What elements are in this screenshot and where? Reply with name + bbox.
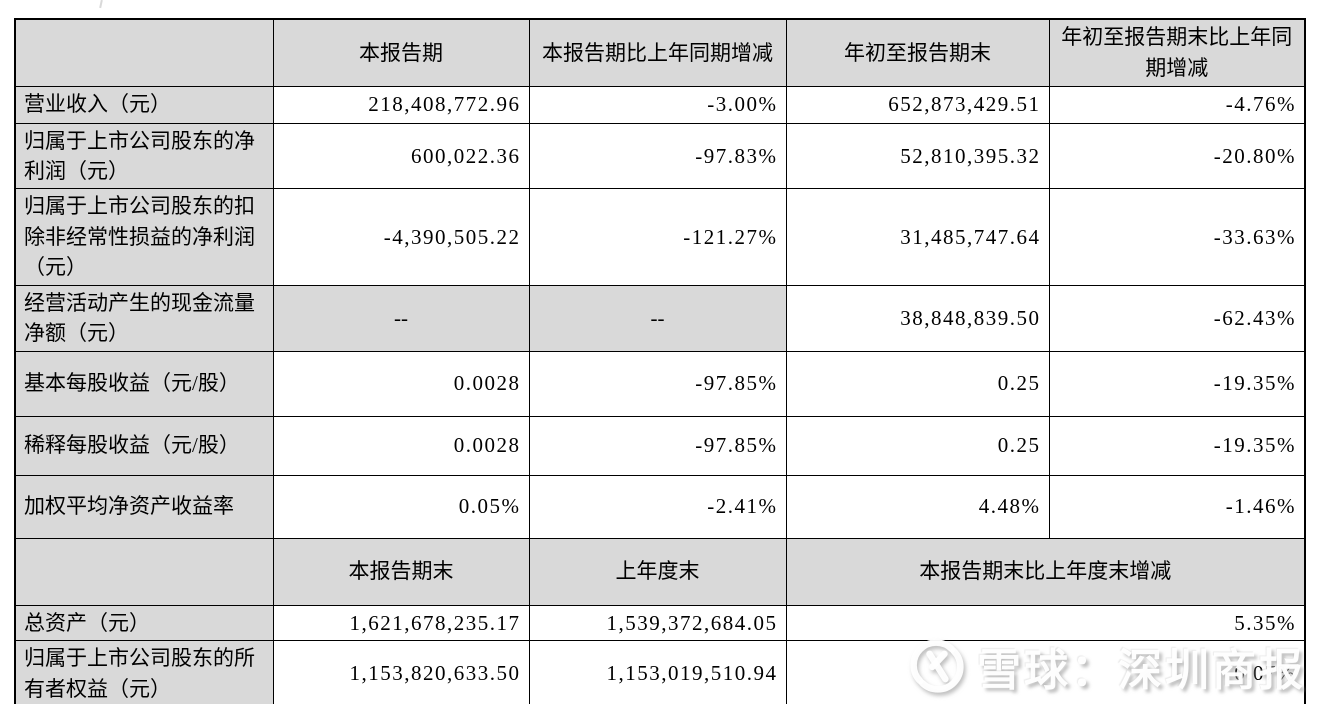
value-cell: 652,873,429.51	[785, 85, 1050, 124]
value-cell: -97.85%	[528, 415, 787, 476]
table-row: 总资产（元） 1,621,678,235.17 1,539,372,684.05…	[14, 604, 1306, 642]
value-cell: -19.35%	[1048, 350, 1306, 417]
value-cell: -20.80%	[1048, 122, 1306, 190]
value-cell: -62.43%	[1048, 284, 1306, 352]
col-header-ytd-yoy-change: 年初至报告期末比上年同期增减	[1048, 18, 1306, 87]
value-cell: 0.25	[785, 415, 1050, 476]
value-cell: 218,408,772.96	[272, 85, 530, 124]
row-label-cell: 经营活动产生的现金流量净额（元）	[14, 284, 274, 352]
table-row: 稀释每股收益（元/股） 0.0028 -97.85% 0.25 -19.35%	[14, 415, 1306, 476]
table-row: 基本每股收益（元/股） 0.0028 -97.85% 0.25 -19.35%	[14, 350, 1306, 417]
row-label-cell: 总资产（元）	[14, 604, 274, 642]
corner-empty-cell	[14, 18, 274, 87]
col-header-change-vs-prev-year-end: 本报告期末比上年度末增减	[785, 537, 1306, 606]
value-cell: 1,153,820,633.50	[272, 640, 530, 704]
row-label-cell: 加权平均净资产收益率	[14, 474, 274, 539]
col-header-period-end: 本报告期末	[272, 537, 530, 606]
value-cell: 0.05%	[272, 474, 530, 539]
table-row: 加权平均净资产收益率 0.05% -2.41% 4.48% -1.46%	[14, 474, 1306, 539]
section2-header-row: 本报告期末 上年度末 本报告期末比上年度末增减	[14, 537, 1306, 606]
table-row: 归属于上市公司股东的所有者权益（元） 1,153,820,633.50 1,15…	[14, 640, 1306, 704]
value-cell: -33.63%	[1048, 188, 1306, 286]
row-label-cell: 营业收入（元）	[14, 85, 274, 124]
value-cell: 52,810,395.32	[785, 122, 1050, 190]
financial-summary-table: 本报告期 本报告期比上年同期增减 年初至报告期末 年初至报告期末比上年同期增减 …	[14, 18, 1306, 704]
value-cell: -4,390,505.22	[272, 188, 530, 286]
col-header-yoy-change: 本报告期比上年同期增减	[528, 18, 787, 87]
value-cell: 5.35%	[785, 604, 1306, 642]
value-cell: 0.0028	[272, 415, 530, 476]
value-cell: 0.25	[785, 350, 1050, 417]
corner-empty-cell	[14, 537, 274, 606]
value-cell: -97.83%	[528, 122, 787, 190]
value-cell: 0.07%	[785, 640, 1306, 704]
page-edge-artifact	[99, 0, 103, 9]
value-cell: 38,848,839.50	[785, 284, 1050, 352]
value-cell-empty: --	[528, 284, 787, 352]
value-cell-empty: --	[272, 284, 530, 352]
value-cell: -2.41%	[528, 474, 787, 539]
value-cell: -3.00%	[528, 85, 787, 124]
value-cell: 1,621,678,235.17	[272, 604, 530, 642]
table-row: 经营活动产生的现金流量净额（元） -- -- 38,848,839.50 -62…	[14, 284, 1306, 352]
row-label-cell: 归属于上市公司股东的净利润（元）	[14, 122, 274, 190]
value-cell: 31,485,747.64	[785, 188, 1050, 286]
value-cell: -97.85%	[528, 350, 787, 417]
value-cell: -19.35%	[1048, 415, 1306, 476]
value-cell: 600,022.36	[272, 122, 530, 190]
col-header-ytd: 年初至报告期末	[785, 18, 1050, 87]
value-cell: 1,153,019,510.94	[528, 640, 787, 704]
table-row: 归属于上市公司股东的扣除非经常性损益的净利润（元） -4,390,505.22 …	[14, 188, 1306, 286]
value-cell: -4.76%	[1048, 85, 1306, 124]
value-cell: 4.48%	[785, 474, 1050, 539]
section1-header-row: 本报告期 本报告期比上年同期增减 年初至报告期末 年初至报告期末比上年同期增减	[14, 18, 1306, 87]
row-label-cell: 归属于上市公司股东的扣除非经常性损益的净利润（元）	[14, 188, 274, 286]
value-cell: 0.0028	[272, 350, 530, 417]
value-cell: 1,539,372,684.05	[528, 604, 787, 642]
table-row: 归属于上市公司股东的净利润（元） 600,022.36 -97.83% 52,8…	[14, 122, 1306, 190]
row-label-cell: 稀释每股收益（元/股）	[14, 415, 274, 476]
value-cell: -121.27%	[528, 188, 787, 286]
row-label-cell: 基本每股收益（元/股）	[14, 350, 274, 417]
value-cell: -1.46%	[1048, 474, 1306, 539]
row-label-cell: 归属于上市公司股东的所有者权益（元）	[14, 640, 274, 704]
table-row: 营业收入（元） 218,408,772.96 -3.00% 652,873,42…	[14, 85, 1306, 124]
col-header-current-period: 本报告期	[272, 18, 530, 87]
col-header-prev-year-end: 上年度末	[528, 537, 787, 606]
